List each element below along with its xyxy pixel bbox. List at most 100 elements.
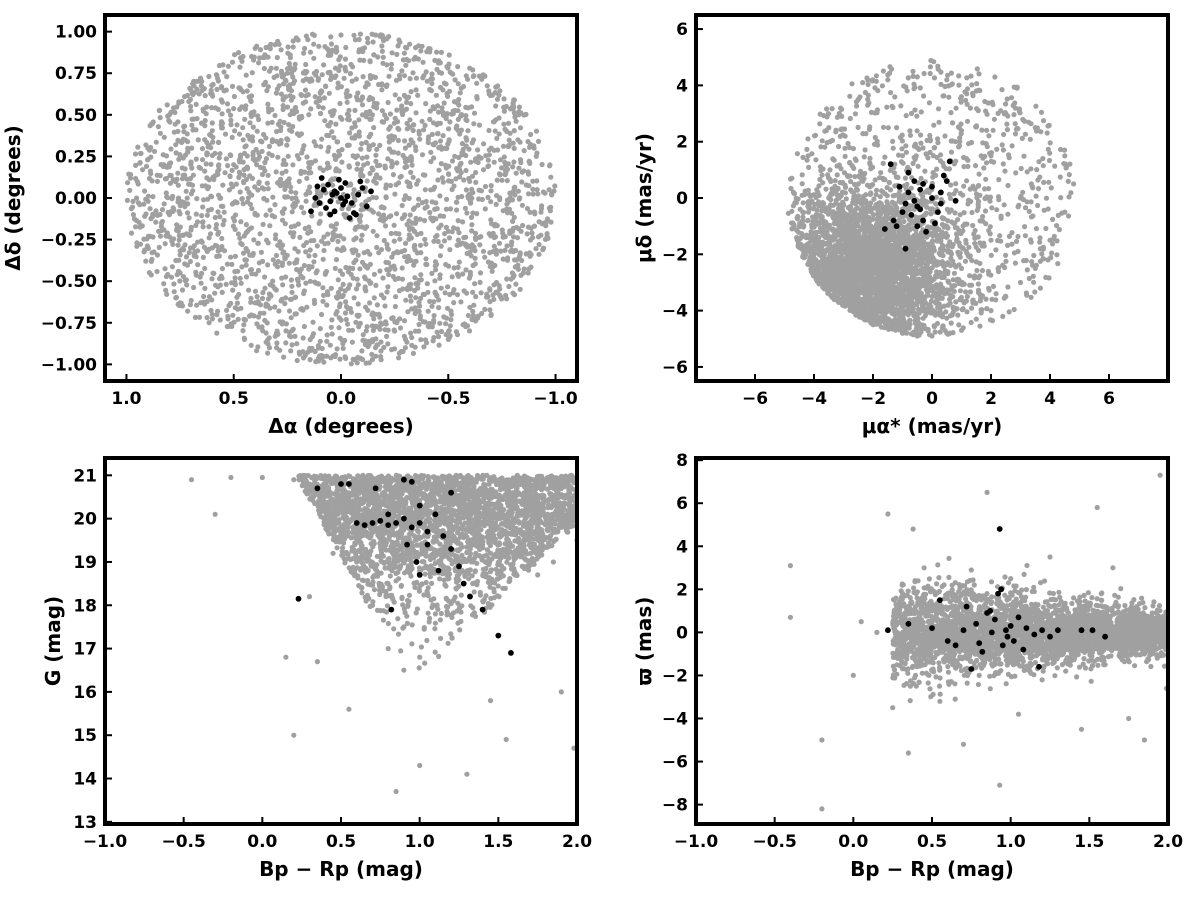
- sky-field-point: [134, 195, 140, 201]
- sky-field-point: [305, 189, 312, 195]
- sky-field-point: [356, 133, 362, 139]
- sky-field-point: [385, 246, 391, 252]
- sky-field-point: [478, 155, 484, 161]
- sky-field-point: [387, 111, 393, 117]
- sky-field-point: [170, 241, 176, 247]
- sky-field-point: [424, 49, 430, 55]
- sky-field-point: [388, 230, 394, 237]
- sky-field-point: [293, 190, 299, 196]
- pm-field-point: [946, 279, 952, 285]
- sky-field-point: [296, 116, 303, 122]
- sky-field-point: [283, 274, 289, 280]
- pm-field-point: [869, 296, 875, 303]
- sky-field-point: [502, 159, 508, 166]
- sky-field-point: [511, 187, 517, 193]
- sky-field-point: [257, 55, 263, 61]
- sky-field-point: [402, 138, 408, 144]
- sky-xtick-label: 1.0: [111, 389, 141, 409]
- sky-field-point: [379, 87, 385, 93]
- sky-field-point: [414, 231, 420, 237]
- sky-field-point: [514, 235, 521, 241]
- sky-field-point: [408, 89, 414, 95]
- sky-field-point: [286, 308, 293, 314]
- sky-field-point: [445, 178, 452, 184]
- sky-field-point: [290, 203, 296, 209]
- sky-field-point: [333, 257, 340, 263]
- sky-field-point: [222, 170, 228, 176]
- sky-field-point: [281, 157, 287, 163]
- sky-field-point: [290, 38, 296, 44]
- sky-field-point: [464, 210, 470, 216]
- sky-field-point: [454, 166, 460, 172]
- sky-field-point: [214, 330, 220, 336]
- sky-field-point: [335, 199, 341, 205]
- sky-field-point: [204, 175, 210, 181]
- sky-field-point: [324, 302, 330, 308]
- sky-field-point: [326, 90, 332, 96]
- sky-field-point: [208, 206, 214, 212]
- sky-member-point: [342, 198, 349, 205]
- sky-field-point: [396, 96, 402, 102]
- sky-field-point: [176, 208, 182, 215]
- sky-field-point: [236, 85, 242, 91]
- sky-ytick-label: −0.25: [41, 231, 97, 251]
- sky-field-point: [539, 203, 545, 209]
- sky-field-point: [491, 159, 497, 165]
- sky-field-point: [262, 285, 268, 291]
- sky-field-point: [196, 314, 203, 320]
- sky-field-point: [274, 264, 281, 270]
- sky-field-point: [208, 161, 214, 167]
- sky-field-point: [519, 202, 526, 208]
- sky-field-point: [389, 347, 395, 353]
- sky-field-point: [491, 296, 497, 302]
- sky-field-point: [267, 305, 273, 311]
- sky-field-point: [455, 273, 462, 279]
- sky-field-point: [500, 208, 506, 214]
- sky-field-point: [215, 209, 221, 215]
- sky-field-point: [337, 100, 343, 107]
- sky-field-point: [499, 296, 505, 302]
- sky-field-point: [465, 128, 471, 134]
- sky-field-point: [317, 110, 324, 117]
- sky-field-point: [317, 326, 323, 332]
- sky-field-point: [349, 78, 355, 84]
- sky-field-point: [261, 65, 267, 72]
- sky-field-point: [517, 286, 523, 292]
- sky-field-point: [171, 236, 177, 242]
- sky-field-point: [484, 83, 490, 89]
- sky-field-point: [258, 249, 264, 255]
- sky-field-point: [278, 137, 284, 143]
- sky-field-point: [300, 307, 306, 313]
- sky-field-point: [294, 357, 300, 364]
- sky-field-point: [179, 287, 186, 293]
- sky-field-point: [286, 86, 292, 93]
- sky-field-point: [164, 194, 170, 200]
- sky-field-point: [371, 316, 377, 322]
- sky-field-point: [333, 221, 340, 227]
- sky-field-point: [294, 257, 300, 263]
- sky-field-point: [425, 308, 431, 314]
- sky-field-point: [368, 75, 374, 82]
- sky-field-point: [525, 139, 531, 145]
- sky-field-point: [387, 182, 394, 189]
- sky-field-point: [157, 115, 163, 121]
- sky-field-point: [476, 73, 483, 79]
- sky-field-point: [487, 299, 493, 305]
- sky-field-point: [437, 320, 443, 326]
- sky-field-point: [186, 181, 192, 187]
- sky-field-point: [309, 345, 315, 351]
- pm-field-point: [896, 230, 902, 236]
- sky-field-point: [458, 299, 464, 305]
- sky-field-point: [230, 200, 236, 206]
- sky-field-point: [311, 41, 317, 47]
- sky-field-point: [273, 252, 280, 259]
- sky-field-point: [526, 144, 533, 150]
- sky-field-point: [202, 285, 208, 291]
- sky-field-point: [320, 105, 326, 111]
- sky-field-point: [392, 191, 398, 197]
- sky-field-point: [505, 120, 512, 126]
- sky-field-point: [432, 140, 439, 146]
- sky-field-point: [184, 262, 190, 268]
- sky-field-point: [448, 308, 454, 314]
- sky-field-point: [432, 263, 438, 269]
